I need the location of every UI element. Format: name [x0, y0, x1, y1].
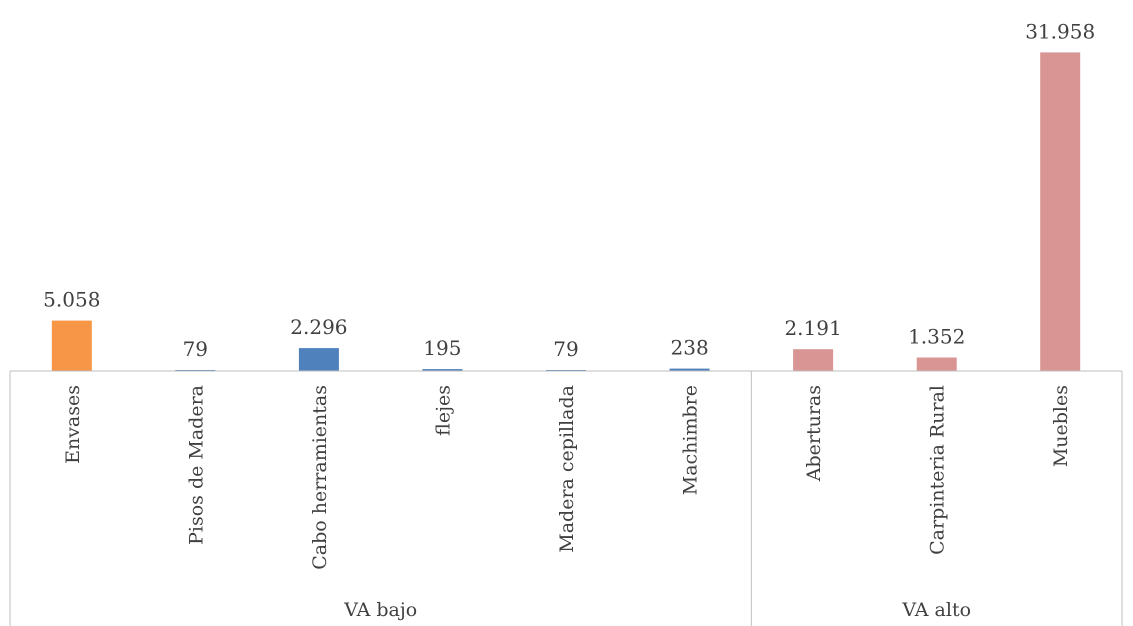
- bar: [298, 348, 339, 371]
- bar: [422, 369, 463, 371]
- category-label: Envases: [62, 385, 84, 464]
- category-label: Aberturas: [803, 385, 825, 482]
- data-label: 79: [183, 337, 208, 361]
- data-label: 79: [553, 337, 578, 361]
- bar: [793, 349, 834, 371]
- bar: [1040, 52, 1081, 372]
- group-label: VA bajo: [343, 599, 417, 621]
- category-label: Carpinteria Rural: [927, 385, 949, 555]
- data-label: 5.058: [43, 288, 100, 312]
- bar: [51, 320, 92, 371]
- data-label: 31.958: [1025, 19, 1095, 43]
- category-label: Muebles: [1050, 385, 1072, 467]
- data-label: 195: [423, 336, 461, 360]
- category-label: flejes: [432, 385, 454, 436]
- data-label: 238: [671, 336, 709, 360]
- data-label: 1.352: [908, 325, 965, 349]
- bar: [669, 368, 710, 371]
- group-label: VA alto: [901, 599, 971, 621]
- category-label: Pisos de Madera: [185, 385, 207, 545]
- category-label: Machimbre: [680, 385, 702, 495]
- category-label: Cabo herramientas: [309, 385, 331, 570]
- bar: [916, 357, 957, 371]
- data-label: 2.296: [290, 315, 347, 339]
- category-label: Madera cepillada: [556, 385, 578, 553]
- data-label: 2.191: [784, 316, 841, 340]
